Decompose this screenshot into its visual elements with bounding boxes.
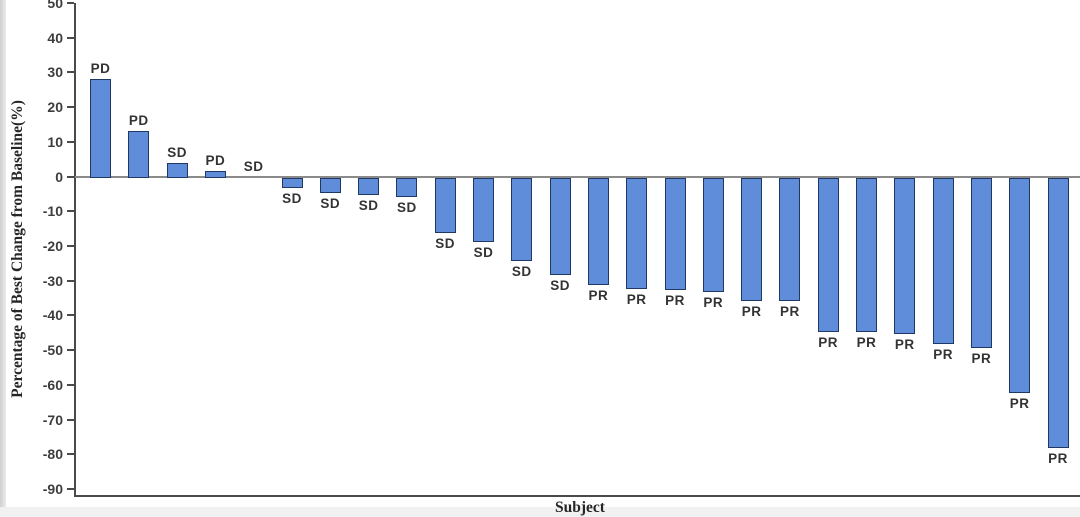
response-label: PR <box>971 350 992 366</box>
response-label: PR <box>933 347 953 363</box>
response-label: SD <box>167 144 187 160</box>
bar <box>741 177 763 301</box>
y-tick-label: -60 <box>42 376 63 393</box>
y-tick-label: -20 <box>42 238 63 255</box>
response-label: SD <box>435 236 456 252</box>
response-label: SD <box>511 263 532 279</box>
y-tick <box>67 453 74 456</box>
response-label: SD <box>243 158 264 174</box>
bar <box>434 177 456 234</box>
bar <box>358 177 380 195</box>
response-label: PR <box>856 335 877 351</box>
y-tick-label: 50 <box>47 0 63 11</box>
y-tick-label: 10 <box>47 133 63 150</box>
x-axis-title: Subject <box>555 499 605 516</box>
bar <box>970 177 992 348</box>
response-label: SD <box>473 244 494 260</box>
y-tick-label: -10 <box>42 203 63 220</box>
response-label: PR <box>703 295 724 311</box>
bar <box>396 177 418 197</box>
response-label: PR <box>818 335 839 351</box>
response-label: SD <box>282 191 302 207</box>
bar <box>626 177 648 289</box>
bar <box>90 79 111 178</box>
bottom-edge-strip <box>0 507 1080 517</box>
bar <box>511 177 533 261</box>
y-axis-line <box>74 3 76 497</box>
y-tick-label: 40 <box>47 29 63 46</box>
y-tick-label: -70 <box>42 411 63 428</box>
y-tick <box>67 210 74 213</box>
y-tick-label: 30 <box>47 64 63 81</box>
y-tick-label: 0 <box>55 168 63 185</box>
y-tick <box>67 140 74 143</box>
response-label: PR <box>780 303 800 319</box>
response-label: PR <box>1009 395 1030 411</box>
y-tick <box>67 106 74 109</box>
response-label: PR <box>1048 451 1068 467</box>
bar <box>664 177 686 291</box>
response-label: PR <box>665 293 685 309</box>
y-tick <box>67 2 74 4</box>
y-tick-label: -80 <box>42 446 63 463</box>
response-label: SD <box>358 197 379 213</box>
bar <box>549 177 571 275</box>
y-tick-label: -40 <box>42 307 63 324</box>
bar <box>1047 177 1069 449</box>
bar <box>702 177 724 293</box>
response-label: PR <box>588 288 609 304</box>
bar <box>473 177 494 242</box>
y-tick <box>67 349 74 352</box>
bar <box>856 177 877 333</box>
response-label: PR <box>894 336 915 352</box>
response-label: PD <box>90 61 111 77</box>
y-tick <box>67 36 74 39</box>
bar <box>587 177 609 286</box>
response-label: SD <box>550 277 570 293</box>
bar <box>319 177 341 194</box>
y-tick <box>67 279 74 282</box>
response-label: PR <box>741 303 762 319</box>
y-tick <box>67 488 74 491</box>
bar <box>1009 177 1031 393</box>
y-tick-label: -30 <box>42 272 63 289</box>
bar <box>779 177 801 301</box>
y-tick <box>67 314 74 317</box>
left-edge-strip <box>0 0 6 517</box>
response-label: SD <box>320 196 341 212</box>
bar <box>166 162 188 178</box>
bar <box>204 171 226 178</box>
y-tick-label: -50 <box>42 342 63 359</box>
response-label: PD <box>128 113 149 129</box>
y-tick-label: 20 <box>47 99 63 116</box>
y-tick <box>67 175 74 178</box>
zero-baseline <box>75 175 1080 178</box>
y-tick <box>67 383 74 386</box>
response-label: PD <box>205 153 226 169</box>
y-tick <box>67 245 74 248</box>
response-label: SD <box>397 199 417 215</box>
response-label: PR <box>626 291 647 307</box>
bar <box>281 177 303 188</box>
bar <box>932 177 954 345</box>
y-tick-label: -90 <box>42 481 63 498</box>
bar <box>894 177 916 334</box>
bar <box>817 177 839 333</box>
y-tick <box>67 71 74 74</box>
x-axis-line <box>74 495 1080 497</box>
bar <box>128 131 150 178</box>
y-tick <box>67 418 74 421</box>
